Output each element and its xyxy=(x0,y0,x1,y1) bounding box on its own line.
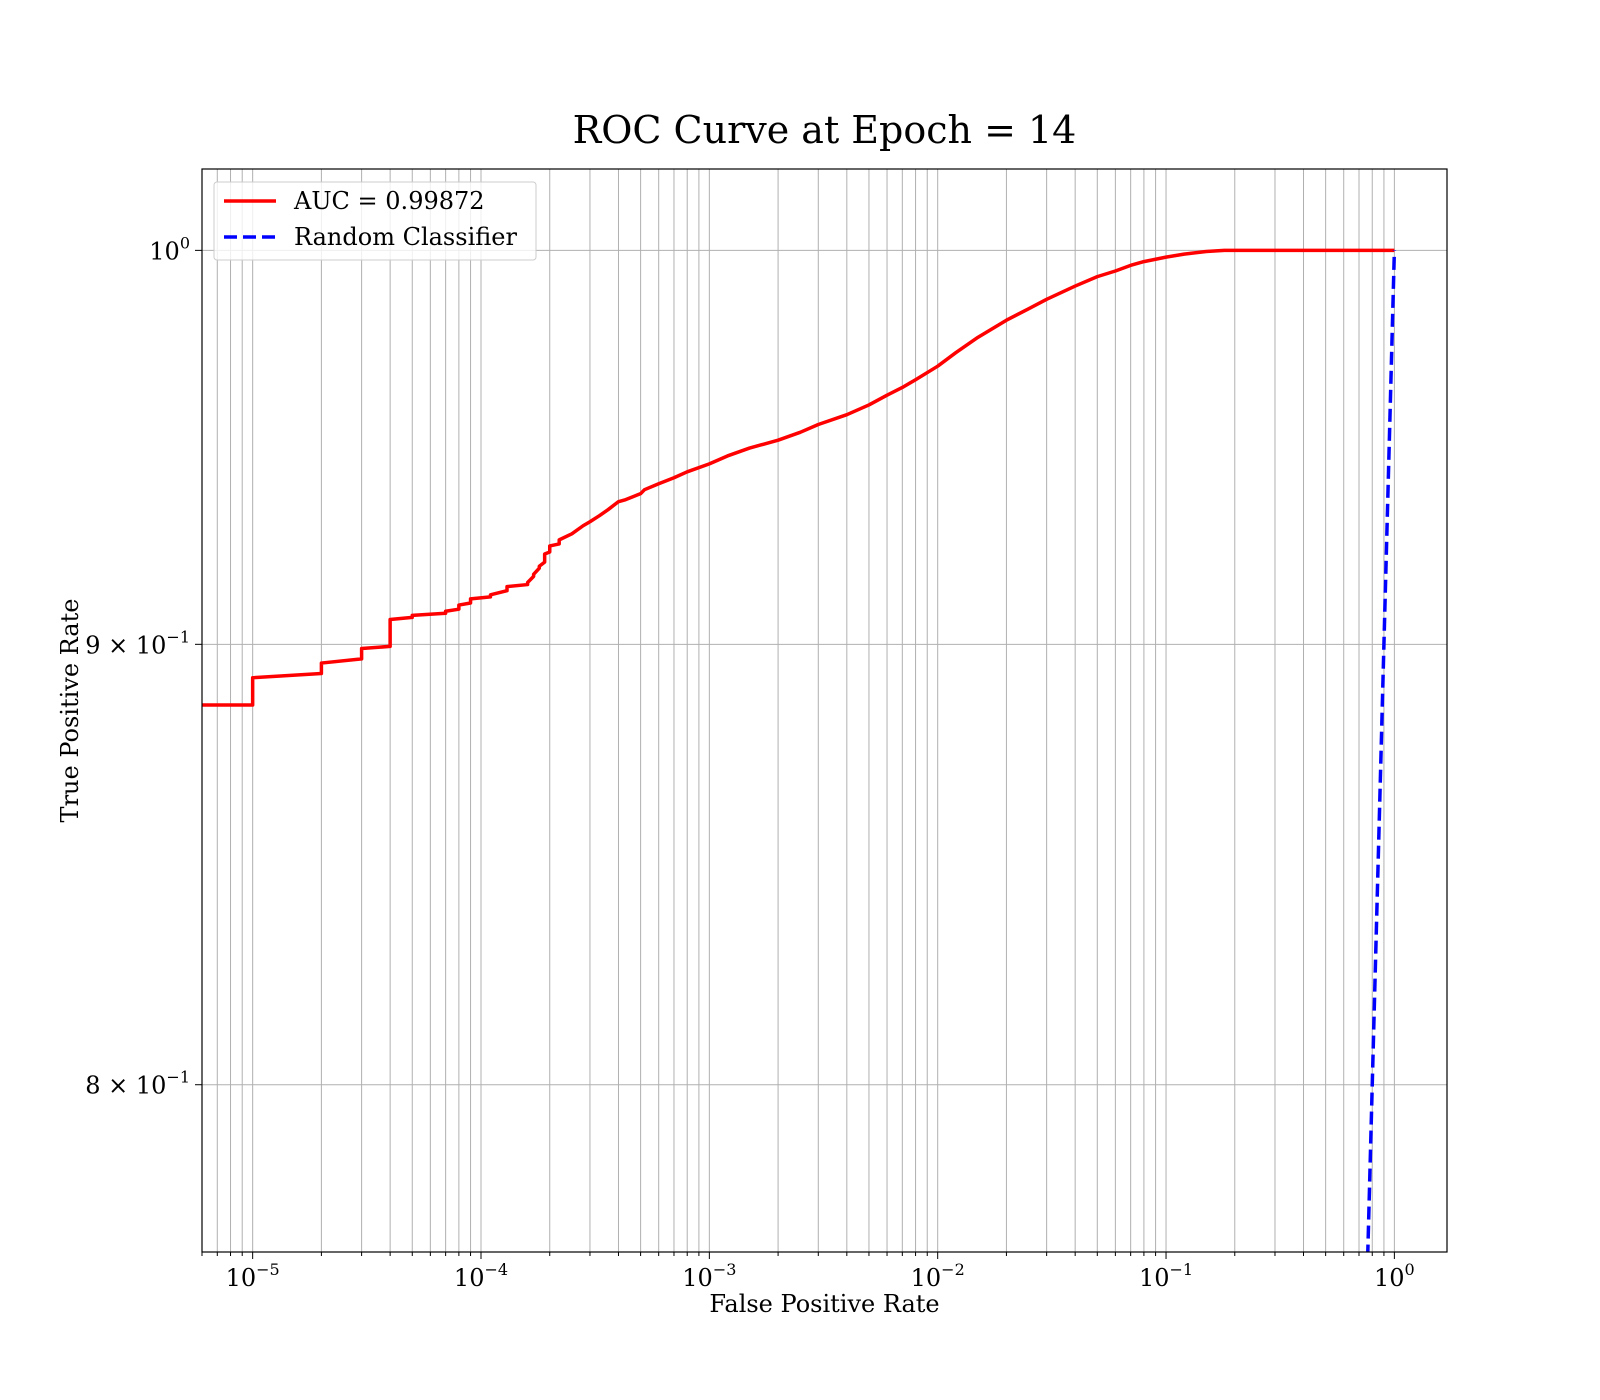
roc-curve-line xyxy=(202,248,1395,707)
x-tick-label: 100 xyxy=(1374,1260,1415,1292)
chart-title: ROC Curve at Epoch = 14 xyxy=(573,108,1077,152)
y-tick-label: 100 xyxy=(149,233,190,265)
x-tick-label: 10−1 xyxy=(1139,1260,1193,1292)
axis-ticks: 10−5 10−4 10−3 10−2 10−1 100 100 9 × 10−1 8 × 10… xyxy=(85,233,1415,1292)
legend-box xyxy=(213,181,537,261)
grid-lines xyxy=(201,169,1447,1252)
y-tick-label: 8 × 10−1 xyxy=(85,1068,190,1100)
x-tick-label: 10−3 xyxy=(682,1260,736,1292)
legend-entry-random: Random Classifier xyxy=(294,223,517,251)
random-classifier-line xyxy=(1366,250,1397,1252)
y-axis-label: True Positive Rate xyxy=(56,599,84,823)
legend-entry-auc: AUC = 0.99872 xyxy=(293,187,485,215)
x-tick-label: 10−5 xyxy=(226,1260,280,1292)
x-tick-label: 10−2 xyxy=(911,1260,965,1292)
legend: AUC = 0.99872 Random Classifier xyxy=(213,181,537,261)
x-tick-label: 10−4 xyxy=(454,1260,508,1292)
x-axis-label: False Positive Rate xyxy=(709,1290,939,1318)
plot-frame xyxy=(201,168,1448,1253)
series-layer xyxy=(202,248,1397,1252)
y-tick-label: 9 × 10−1 xyxy=(85,627,190,659)
